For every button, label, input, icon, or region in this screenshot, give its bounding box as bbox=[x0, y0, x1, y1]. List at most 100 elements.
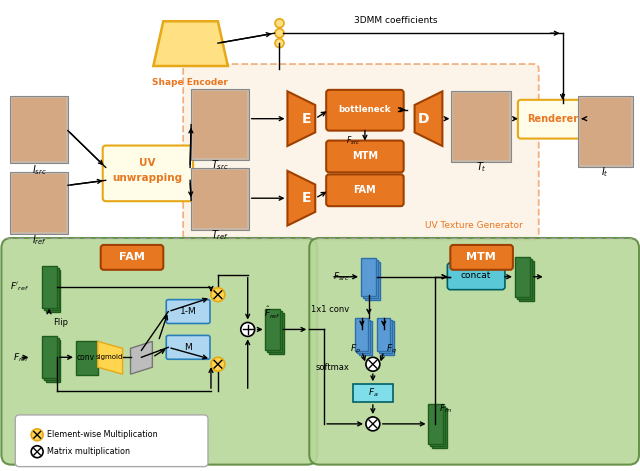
Bar bbox=[45, 341, 61, 382]
FancyBboxPatch shape bbox=[183, 64, 539, 240]
Text: bottleneck: bottleneck bbox=[339, 105, 391, 114]
Text: UV Texture Generator: UV Texture Generator bbox=[425, 221, 523, 230]
Text: 1x1 conv: 1x1 conv bbox=[311, 305, 349, 314]
Text: FAM: FAM bbox=[118, 252, 145, 262]
Bar bbox=[428, 404, 443, 444]
Bar bbox=[453, 93, 509, 161]
Text: softmax: softmax bbox=[315, 363, 349, 372]
Text: M: M bbox=[184, 343, 192, 352]
Bar bbox=[10, 96, 68, 163]
Text: $F_{src}$: $F_{src}$ bbox=[346, 134, 360, 147]
Text: $I_{ref}$: $I_{ref}$ bbox=[31, 233, 47, 247]
Bar bbox=[364, 260, 378, 298]
Text: $I_{src}$: $I_{src}$ bbox=[32, 163, 47, 177]
FancyBboxPatch shape bbox=[15, 415, 208, 467]
Text: $I_t$: $I_t$ bbox=[602, 165, 609, 179]
Bar bbox=[362, 258, 376, 296]
Text: $\hat{F}_{ref}$: $\hat{F}_{ref}$ bbox=[264, 304, 281, 321]
Bar bbox=[432, 408, 447, 448]
FancyBboxPatch shape bbox=[451, 245, 513, 270]
Circle shape bbox=[31, 429, 43, 441]
FancyBboxPatch shape bbox=[166, 335, 210, 359]
Text: $F_{src}$: $F_{src}$ bbox=[333, 270, 349, 283]
Text: $T_{src}$: $T_{src}$ bbox=[211, 159, 229, 172]
FancyBboxPatch shape bbox=[1, 238, 317, 464]
Text: $F_m$: $F_m$ bbox=[439, 403, 452, 415]
Text: FAM: FAM bbox=[354, 185, 376, 195]
Bar bbox=[42, 266, 56, 308]
Text: 1-M: 1-M bbox=[180, 307, 196, 316]
Bar bbox=[580, 98, 631, 165]
Circle shape bbox=[211, 357, 225, 371]
Bar bbox=[365, 262, 380, 300]
FancyBboxPatch shape bbox=[100, 245, 163, 270]
Bar bbox=[267, 310, 282, 352]
Polygon shape bbox=[415, 91, 442, 146]
Circle shape bbox=[275, 19, 284, 28]
Text: $F_a$: $F_a$ bbox=[367, 387, 378, 399]
Bar bbox=[44, 268, 58, 309]
Text: E: E bbox=[301, 112, 311, 126]
Bar bbox=[12, 174, 66, 232]
Text: 3DMM coefficients: 3DMM coefficients bbox=[354, 16, 438, 25]
Bar bbox=[44, 338, 58, 380]
Text: Element-wise Multiplication: Element-wise Multiplication bbox=[47, 430, 157, 439]
FancyBboxPatch shape bbox=[326, 174, 404, 206]
Bar bbox=[42, 336, 56, 378]
Bar bbox=[381, 322, 394, 355]
Bar bbox=[193, 91, 246, 158]
Bar bbox=[45, 270, 61, 311]
Text: Shape Encoder: Shape Encoder bbox=[152, 78, 228, 88]
FancyBboxPatch shape bbox=[326, 90, 404, 130]
Circle shape bbox=[275, 39, 284, 48]
Text: MTM: MTM bbox=[467, 252, 496, 262]
Polygon shape bbox=[98, 341, 123, 374]
Bar bbox=[451, 91, 511, 162]
Bar bbox=[380, 319, 392, 353]
Text: Matrix multiplication: Matrix multiplication bbox=[47, 447, 130, 456]
Text: $F_q$: $F_q$ bbox=[386, 343, 397, 356]
Text: Renderer: Renderer bbox=[527, 114, 578, 124]
Bar bbox=[360, 322, 372, 355]
Bar bbox=[579, 96, 633, 167]
FancyBboxPatch shape bbox=[166, 300, 210, 324]
FancyBboxPatch shape bbox=[326, 140, 404, 172]
Bar bbox=[193, 171, 246, 228]
Text: $F_{ref}$: $F_{ref}$ bbox=[13, 351, 29, 364]
FancyBboxPatch shape bbox=[102, 146, 193, 201]
Bar bbox=[269, 313, 284, 354]
Text: $T_t$: $T_t$ bbox=[476, 161, 486, 174]
FancyBboxPatch shape bbox=[309, 238, 639, 464]
Circle shape bbox=[275, 29, 284, 38]
Text: unwrapping: unwrapping bbox=[113, 173, 182, 183]
Bar bbox=[10, 172, 68, 234]
FancyBboxPatch shape bbox=[447, 263, 505, 290]
Bar bbox=[265, 309, 280, 350]
FancyBboxPatch shape bbox=[518, 100, 588, 138]
Bar bbox=[378, 317, 390, 351]
Bar bbox=[520, 261, 534, 300]
Bar bbox=[355, 317, 369, 351]
Polygon shape bbox=[131, 341, 152, 374]
Polygon shape bbox=[287, 91, 316, 146]
Text: UV: UV bbox=[139, 158, 156, 169]
Text: sigmoid: sigmoid bbox=[96, 354, 124, 360]
Circle shape bbox=[31, 446, 43, 458]
Polygon shape bbox=[287, 171, 316, 226]
Bar bbox=[191, 169, 249, 230]
Bar bbox=[12, 98, 66, 162]
Circle shape bbox=[211, 288, 225, 301]
Text: $F_p$: $F_p$ bbox=[349, 343, 360, 356]
Text: conv: conv bbox=[77, 353, 95, 362]
Polygon shape bbox=[154, 21, 228, 66]
Text: Flip: Flip bbox=[53, 318, 68, 327]
Bar bbox=[191, 89, 249, 161]
Text: E: E bbox=[301, 191, 311, 205]
Bar bbox=[76, 341, 98, 375]
Circle shape bbox=[366, 417, 380, 431]
Circle shape bbox=[366, 357, 380, 371]
Bar bbox=[515, 257, 531, 297]
Circle shape bbox=[241, 323, 255, 336]
Text: D: D bbox=[418, 112, 429, 126]
Bar bbox=[353, 384, 393, 402]
